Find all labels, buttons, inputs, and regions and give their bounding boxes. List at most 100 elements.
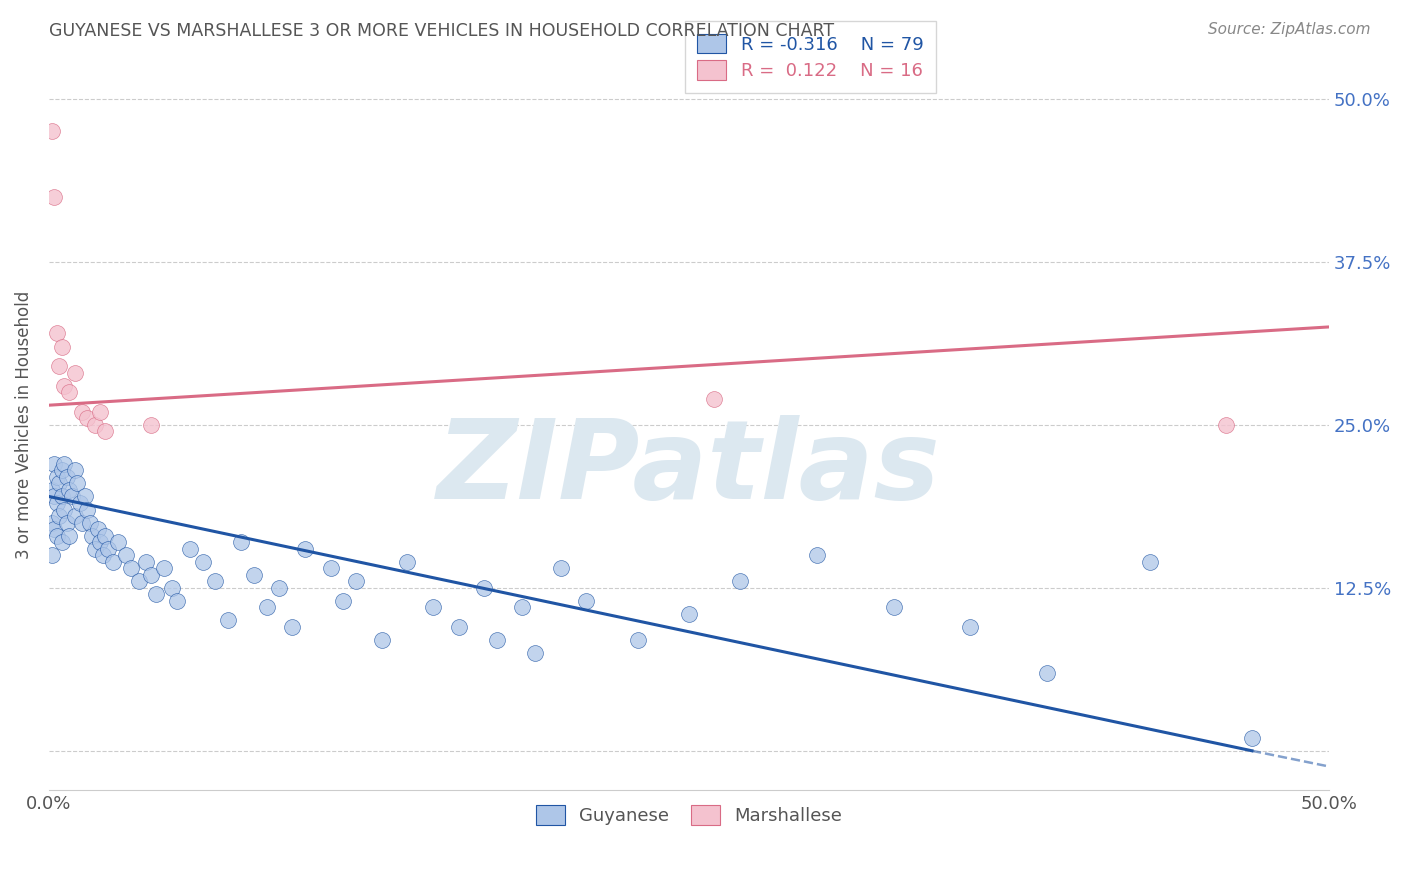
Point xyxy=(627,632,650,647)
Point xyxy=(524,646,547,660)
Point xyxy=(242,567,264,582)
Point xyxy=(53,378,76,392)
Point xyxy=(63,509,86,524)
Y-axis label: 3 or more Vehicles in Household: 3 or more Vehicles in Household xyxy=(15,291,32,559)
Point xyxy=(66,476,89,491)
Point xyxy=(281,620,304,634)
Point xyxy=(94,424,117,438)
Point xyxy=(76,502,98,516)
Point xyxy=(120,561,142,575)
Point xyxy=(53,502,76,516)
Point xyxy=(883,600,905,615)
Point xyxy=(101,555,124,569)
Point xyxy=(370,632,392,647)
Point xyxy=(422,600,444,615)
Point xyxy=(204,574,226,589)
Point xyxy=(319,561,342,575)
Point xyxy=(73,490,96,504)
Point xyxy=(512,600,534,615)
Point xyxy=(678,607,700,621)
Point xyxy=(191,555,214,569)
Point xyxy=(48,476,70,491)
Text: ZIPatlas: ZIPatlas xyxy=(437,415,941,522)
Point xyxy=(160,581,183,595)
Point xyxy=(45,326,67,341)
Legend: Guyanese, Marshallese: Guyanese, Marshallese xyxy=(524,794,853,836)
Point xyxy=(84,541,107,556)
Point xyxy=(48,509,70,524)
Point xyxy=(41,124,63,138)
Text: Source: ZipAtlas.com: Source: ZipAtlas.com xyxy=(1208,22,1371,37)
Point xyxy=(79,516,101,530)
Point xyxy=(51,463,73,477)
Point xyxy=(959,620,981,634)
Point xyxy=(269,581,291,595)
Point xyxy=(41,516,63,530)
Point xyxy=(70,516,93,530)
Point xyxy=(42,522,65,536)
Point xyxy=(107,535,129,549)
Point xyxy=(472,581,495,595)
Point xyxy=(575,594,598,608)
Point xyxy=(76,411,98,425)
Point xyxy=(145,587,167,601)
Point xyxy=(53,457,76,471)
Point xyxy=(806,548,828,562)
Point xyxy=(42,189,65,203)
Point xyxy=(48,359,70,373)
Point xyxy=(728,574,751,589)
Point xyxy=(89,405,111,419)
Point xyxy=(485,632,508,647)
Point xyxy=(45,528,67,542)
Point xyxy=(45,470,67,484)
Point xyxy=(179,541,201,556)
Point xyxy=(45,496,67,510)
Point xyxy=(344,574,367,589)
Point xyxy=(1139,555,1161,569)
Point xyxy=(97,541,120,556)
Point xyxy=(396,555,419,569)
Point xyxy=(141,567,163,582)
Point xyxy=(69,496,91,510)
Point xyxy=(51,339,73,353)
Point xyxy=(58,483,80,497)
Point xyxy=(141,417,163,432)
Point xyxy=(58,528,80,542)
Point xyxy=(1215,417,1237,432)
Point xyxy=(42,490,65,504)
Point xyxy=(86,522,108,536)
Point xyxy=(1036,665,1059,680)
Point xyxy=(217,613,239,627)
Point xyxy=(51,490,73,504)
Point xyxy=(94,528,117,542)
Point xyxy=(58,385,80,400)
Point xyxy=(63,366,86,380)
Point xyxy=(166,594,188,608)
Text: GUYANESE VS MARSHALLESE 3 OR MORE VEHICLES IN HOUSEHOLD CORRELATION CHART: GUYANESE VS MARSHALLESE 3 OR MORE VEHICL… xyxy=(49,22,834,40)
Point xyxy=(229,535,252,549)
Point xyxy=(135,555,157,569)
Point xyxy=(41,483,63,497)
Point xyxy=(84,417,107,432)
Point xyxy=(256,600,278,615)
Point xyxy=(1240,731,1263,745)
Point xyxy=(82,528,104,542)
Point xyxy=(114,548,136,562)
Point xyxy=(56,516,79,530)
Point xyxy=(447,620,470,634)
Point xyxy=(60,490,83,504)
Point xyxy=(550,561,572,575)
Point xyxy=(42,457,65,471)
Point xyxy=(51,535,73,549)
Point xyxy=(41,548,63,562)
Point xyxy=(91,548,114,562)
Point xyxy=(70,405,93,419)
Point xyxy=(703,392,725,406)
Point xyxy=(63,463,86,477)
Point xyxy=(128,574,150,589)
Point xyxy=(332,594,354,608)
Point xyxy=(294,541,316,556)
Point xyxy=(89,535,111,549)
Point xyxy=(153,561,176,575)
Point xyxy=(56,470,79,484)
